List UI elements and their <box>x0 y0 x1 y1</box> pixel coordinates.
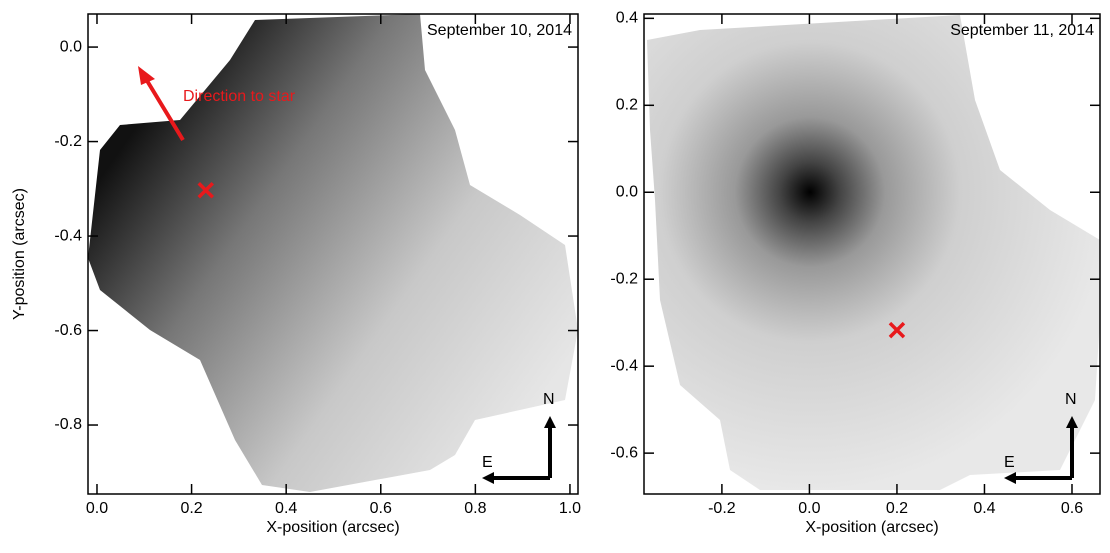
compass <box>1012 424 1074 480</box>
image <box>647 15 1100 490</box>
x-tick-label: 0.4 <box>275 500 297 517</box>
y-tick-label: 0.0 <box>616 183 638 200</box>
y-tick-label: -0.2 <box>54 133 82 150</box>
x-tick-label: 1.0 <box>559 500 581 517</box>
x-tick-label: 0.2 <box>886 500 908 517</box>
x-tick-label: 0.0 <box>798 500 820 517</box>
y-tick-label: -0.6 <box>610 444 638 461</box>
plot-frame <box>643 13 1101 495</box>
compass-east: E <box>1004 454 1015 471</box>
annotation: Direction to star <box>183 88 296 105</box>
x-tick-label: 0.4 <box>973 500 995 517</box>
compass-north: N <box>1065 391 1077 408</box>
arrow-head <box>138 66 155 85</box>
y-tick-label: 0.2 <box>616 97 638 114</box>
x-tick-label: 0.0 <box>86 500 108 517</box>
arrow <box>144 77 185 142</box>
panel-title: September 11, 2014 <box>950 22 1094 39</box>
plot-frame <box>87 13 579 495</box>
x-tick-label: 0.8 <box>464 500 486 517</box>
y-tick-label: -0.4 <box>54 227 82 244</box>
x-tick-label: 0.2 <box>180 500 202 517</box>
x-tick-label: 0.6 <box>1061 500 1083 517</box>
image <box>88 14 578 492</box>
x-axis-label: X-position (arcsec) <box>266 519 399 536</box>
x-tick-label: 0.6 <box>370 500 392 517</box>
y-tick-label: -0.8 <box>54 416 82 433</box>
compass-head <box>1004 416 1078 484</box>
y-axis-label: Y-position (arcsec) <box>11 188 28 320</box>
panel-title: September 10, 2014 <box>427 22 572 39</box>
x-axis-label: X-position (arcsec) <box>805 519 938 536</box>
compass <box>490 424 552 480</box>
y-tick-label: 0.4 <box>616 10 638 27</box>
y-tick-label: 0.0 <box>60 38 82 55</box>
compass-north: N <box>543 391 555 408</box>
marker <box>197 181 215 199</box>
y-tick-label: -0.2 <box>610 270 638 287</box>
compass-head <box>482 416 556 484</box>
y-tick-label: -0.4 <box>610 357 638 374</box>
x-tick-label: -0.2 <box>708 500 736 517</box>
marker <box>888 321 906 339</box>
compass-east: E <box>482 454 493 471</box>
y-tick-label: -0.6 <box>54 322 82 339</box>
